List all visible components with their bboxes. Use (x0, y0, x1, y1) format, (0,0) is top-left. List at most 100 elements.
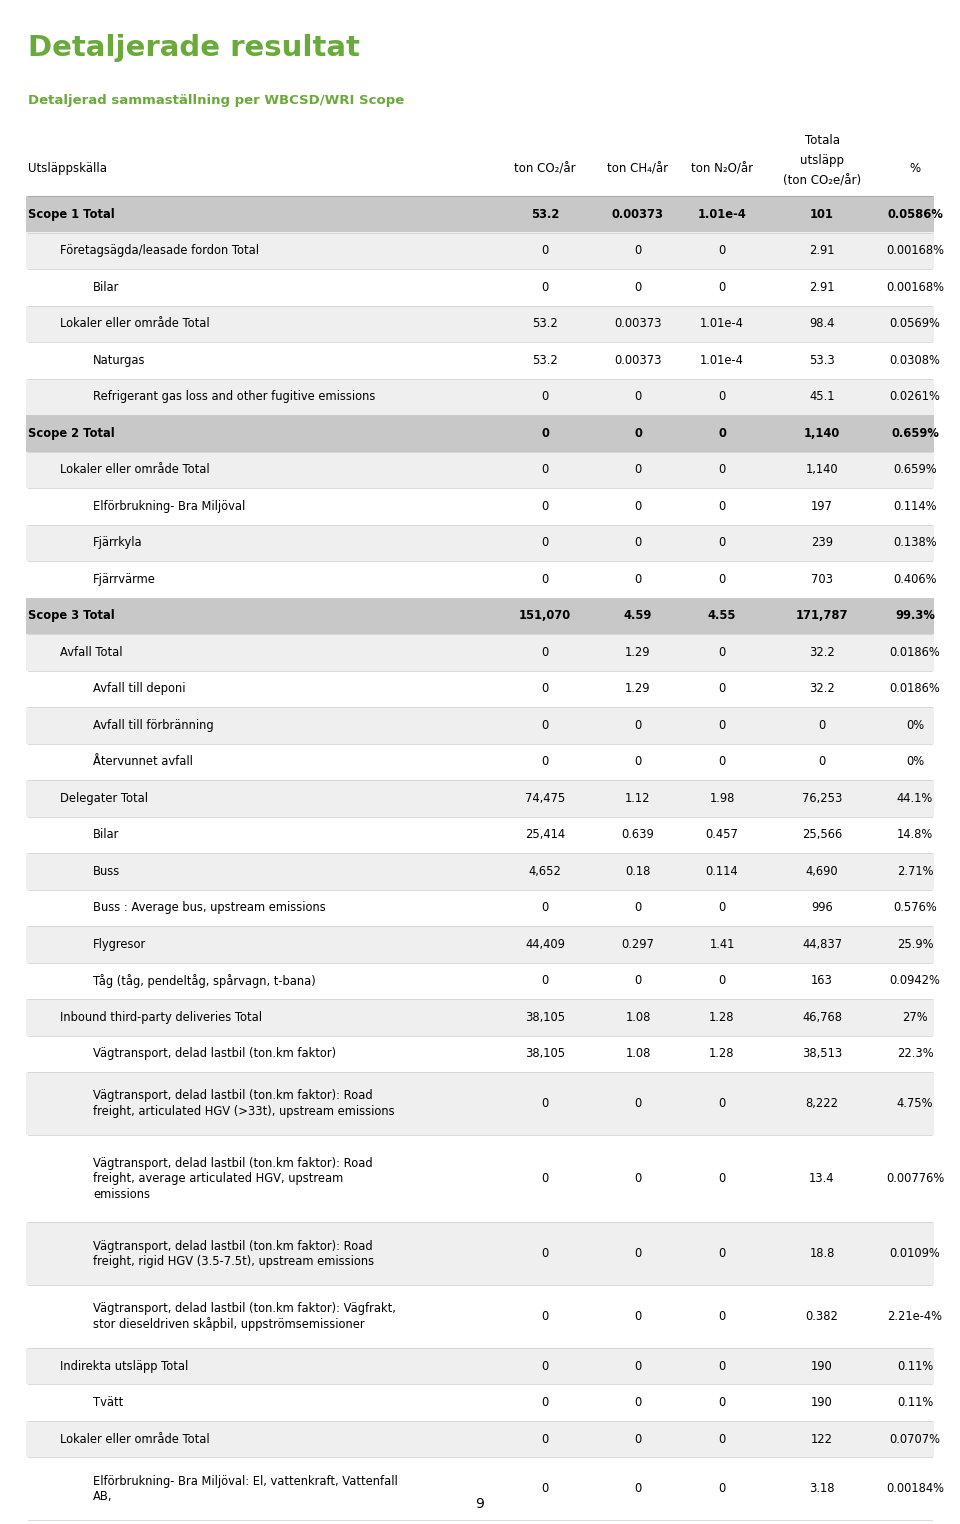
Text: 0: 0 (718, 390, 726, 404)
Text: 0.0186%: 0.0186% (890, 683, 941, 695)
Bar (26, 561, 934, 597)
Text: 0.138%: 0.138% (893, 536, 937, 549)
Text: 0.11%: 0.11% (897, 1359, 933, 1373)
Text: 1.08: 1.08 (625, 1010, 651, 1024)
Text: 0.114%: 0.114% (893, 500, 937, 512)
Text: Företagsägda/leasade fordon Total: Företagsägda/leasade fordon Total (60, 244, 259, 258)
Text: 0: 0 (635, 500, 641, 512)
Text: 25,566: 25,566 (802, 828, 842, 841)
Text: 46,768: 46,768 (802, 1010, 842, 1024)
Text: 53.3: 53.3 (809, 354, 835, 367)
Text: Refrigerant gas loss and other fugitive emissions: Refrigerant gas loss and other fugitive … (93, 390, 375, 404)
Text: 0: 0 (635, 1433, 641, 1446)
Text: 0: 0 (541, 1097, 548, 1109)
Text: ton N₂O/år: ton N₂O/år (691, 162, 753, 175)
Text: 14.8%: 14.8% (897, 828, 933, 841)
Text: 0.297: 0.297 (621, 937, 655, 951)
Text: 45.1: 45.1 (809, 390, 835, 404)
Text: Lokaler eller område Total: Lokaler eller område Total (60, 463, 209, 477)
Text: 0.00373: 0.00373 (612, 207, 664, 221)
Text: Scope 1 Total: Scope 1 Total (28, 207, 115, 221)
Bar (26, 488, 934, 524)
Text: 0: 0 (541, 1247, 548, 1260)
Bar (26, 597, 934, 634)
Bar (26, 890, 934, 927)
Text: Buss : Average bus, upstream emissions: Buss : Average bus, upstream emissions (93, 901, 325, 914)
Text: 0: 0 (541, 573, 548, 585)
Text: 0: 0 (718, 1172, 726, 1186)
Text: Avfall till förbränning: Avfall till förbränning (93, 719, 214, 732)
Text: 0.11%: 0.11% (897, 1396, 933, 1410)
Text: 8,222: 8,222 (805, 1097, 838, 1109)
Text: 0.0186%: 0.0186% (890, 646, 941, 658)
Text: 1.28: 1.28 (709, 1047, 734, 1061)
Text: 0: 0 (541, 1359, 548, 1373)
Text: 0.639: 0.639 (622, 828, 655, 841)
Text: Återvunnet avfall: Återvunnet avfall (93, 756, 193, 768)
Text: Scope 3 Total: Scope 3 Total (28, 610, 115, 622)
Text: 0: 0 (541, 719, 548, 732)
Text: Lokaler eller område Total: Lokaler eller område Total (60, 317, 209, 331)
Text: 0.659%: 0.659% (893, 463, 937, 477)
Text: 0: 0 (718, 683, 726, 695)
Text: 4,690: 4,690 (805, 864, 838, 878)
Text: 0.00184%: 0.00184% (886, 1483, 944, 1495)
Text: 0: 0 (718, 536, 726, 549)
Text: 0: 0 (635, 756, 641, 768)
Bar (26, 341, 934, 378)
Text: 0: 0 (718, 1311, 726, 1323)
Text: Naturgas: Naturgas (93, 354, 146, 367)
Text: 76,253: 76,253 (802, 792, 842, 805)
Text: 0.382: 0.382 (805, 1311, 838, 1323)
Text: 0: 0 (541, 244, 548, 258)
Text: utsläpp: utsläpp (800, 154, 844, 168)
Text: Buss: Buss (93, 864, 120, 878)
Text: Bilar: Bilar (93, 828, 119, 841)
Text: 3.18: 3.18 (809, 1483, 835, 1495)
Text: 190: 190 (811, 1396, 833, 1410)
Text: 0: 0 (541, 463, 548, 477)
Text: 1.08: 1.08 (625, 1047, 651, 1061)
Text: 0: 0 (541, 536, 548, 549)
Text: Detaljerade resultat: Detaljerade resultat (28, 34, 360, 62)
Text: 44.1%: 44.1% (897, 792, 933, 805)
Text: 0: 0 (635, 463, 641, 477)
Text: 13.4: 13.4 (809, 1172, 835, 1186)
Text: Vägtransport, delad lastbil (ton.km faktor): Road
freight, average articulated H: Vägtransport, delad lastbil (ton.km fakt… (93, 1157, 372, 1201)
Text: 703: 703 (811, 573, 833, 585)
Text: 0: 0 (635, 1097, 641, 1109)
Bar (26, 197, 934, 233)
Text: Delegater Total: Delegater Total (60, 792, 148, 805)
Text: 0: 0 (718, 1097, 726, 1109)
Text: 0: 0 (818, 719, 826, 732)
Text: 25,414: 25,414 (525, 828, 565, 841)
Text: 38,105: 38,105 (525, 1047, 565, 1061)
Text: Avfall Total: Avfall Total (60, 646, 123, 658)
Text: 53.2: 53.2 (531, 207, 559, 221)
Text: Lokaler eller område Total: Lokaler eller område Total (60, 1433, 209, 1446)
Bar (26, 1347, 934, 1384)
Bar (26, 853, 934, 890)
Bar (26, 1420, 934, 1457)
Text: 0: 0 (635, 719, 641, 732)
Text: 0.114: 0.114 (706, 864, 738, 878)
Text: 22.3%: 22.3% (897, 1047, 933, 1061)
Text: 0: 0 (541, 683, 548, 695)
Text: 1.01e-4: 1.01e-4 (700, 317, 744, 331)
Text: 0.0942%: 0.0942% (890, 974, 941, 988)
Text: 38,513: 38,513 (802, 1047, 842, 1061)
Text: 44,837: 44,837 (802, 937, 842, 951)
Text: 9: 9 (475, 1497, 485, 1510)
Text: Avfall till deponi: Avfall till deponi (93, 683, 185, 695)
Text: 0: 0 (541, 1483, 548, 1495)
Bar (26, 671, 934, 707)
Text: 0: 0 (718, 500, 726, 512)
Text: 239: 239 (811, 536, 833, 549)
Text: 0.457: 0.457 (706, 828, 738, 841)
Text: 0: 0 (635, 390, 641, 404)
Text: 1,140: 1,140 (805, 463, 838, 477)
Bar (26, 1384, 934, 1420)
Text: 163: 163 (811, 974, 833, 988)
Text: (ton CO₂e/år): (ton CO₂e/år) (783, 174, 861, 187)
Text: 0: 0 (718, 1396, 726, 1410)
